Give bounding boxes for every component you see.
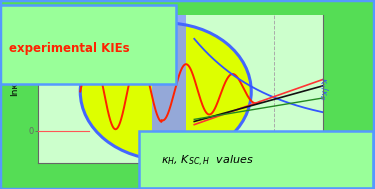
Text: $\kappa_H$, $K_{SC,H}$  values: $\kappa_H$, $K_{SC,H}$ values bbox=[161, 154, 254, 169]
Ellipse shape bbox=[80, 23, 251, 160]
Text: 1/T: 1/T bbox=[155, 158, 171, 168]
Y-axis label: lnκ: lnκ bbox=[10, 82, 19, 96]
Bar bbox=[152, 10, 186, 163]
Y-axis label: $\kappa_H/\kappa_D$: $\kappa_H/\kappa_D$ bbox=[317, 77, 330, 101]
Text: experimental KIEs: experimental KIEs bbox=[9, 42, 130, 55]
